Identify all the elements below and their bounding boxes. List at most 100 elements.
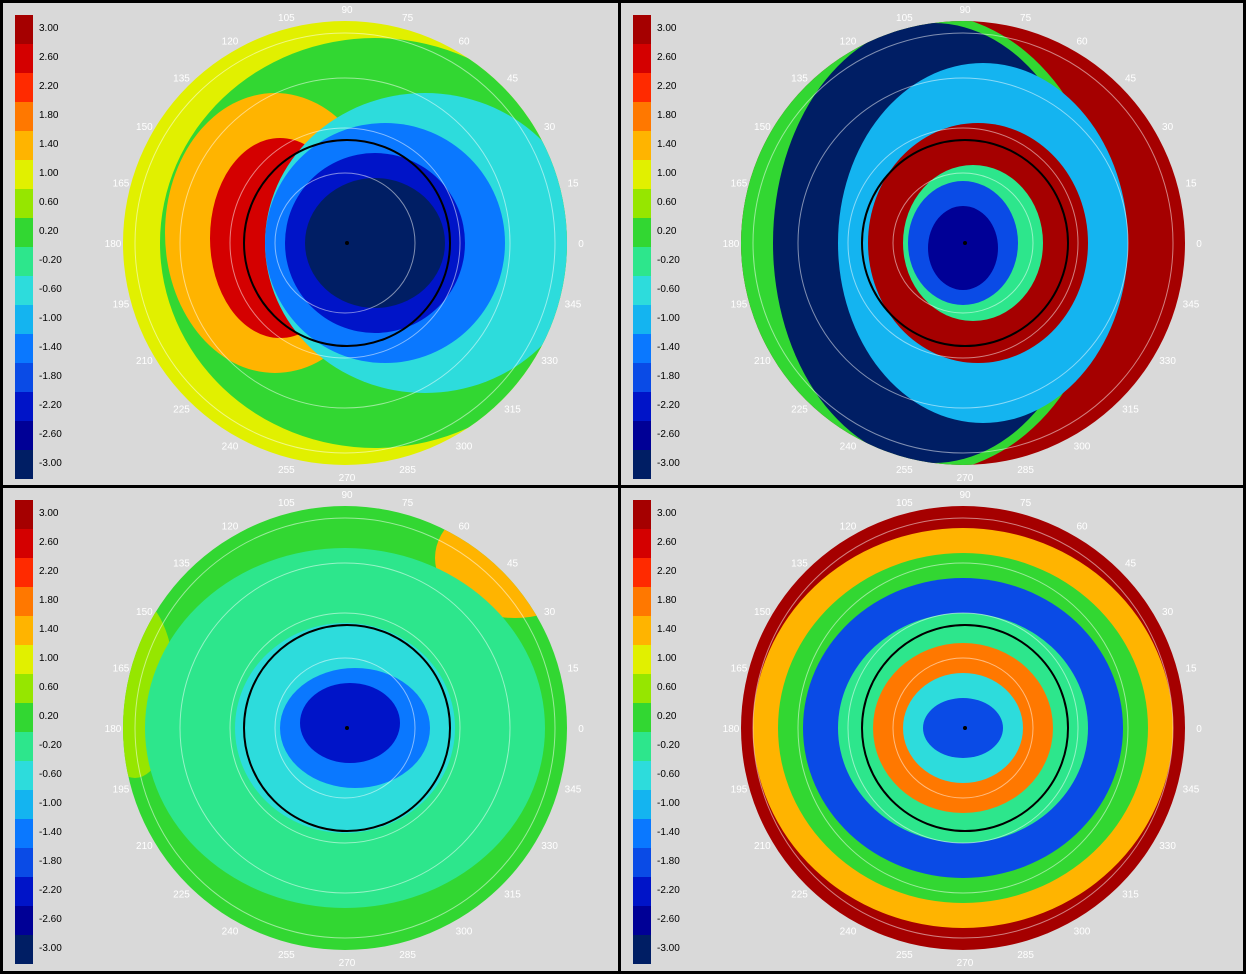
legend-entry: -1.00 [633, 305, 695, 334]
legend-label: -1.80 [39, 371, 62, 382]
grid-ring [847, 612, 1079, 844]
legend-swatch [633, 276, 651, 305]
legend-swatch [15, 102, 33, 131]
legend-label: -1.40 [657, 342, 680, 353]
legend-entry: -3.00 [633, 450, 695, 479]
angle-label: 15 [1185, 663, 1197, 674]
topography-map: 0 15 30 45 60 75 90 105 120 135 150 165 180 195 210 225… [105, 490, 585, 969]
legend-swatch [633, 529, 651, 558]
angle-label: 345 [565, 785, 582, 796]
legend-swatch [633, 674, 651, 703]
legend-label: 3.00 [39, 23, 59, 34]
legend-entry: 0.20 [633, 703, 695, 732]
legend-entry: 1.80 [633, 102, 695, 131]
center-point [345, 726, 349, 730]
legend-swatch [633, 450, 651, 479]
legend-label: 0.20 [39, 711, 59, 722]
angle-label: 165 [113, 663, 130, 674]
legend-label: -2.60 [657, 429, 680, 440]
legend-swatch [633, 218, 651, 247]
legend-swatch [633, 363, 651, 392]
legend-swatch [15, 674, 33, 703]
legend-swatch [633, 732, 651, 761]
legend-entry: -1.40 [633, 334, 695, 363]
legend-swatch [15, 529, 33, 558]
grid-ring [274, 172, 416, 314]
legend-label: 1.40 [657, 624, 677, 635]
topography-map: 0 15 30 45 60 75 90 105 120 135 150 165 180 195 210 225… [723, 490, 1203, 969]
grid-ring [229, 127, 461, 359]
angle-label: 135 [791, 559, 808, 570]
angle-label: 45 [1125, 559, 1137, 570]
angle-label: 195 [731, 785, 748, 796]
angle-label: 255 [278, 950, 295, 961]
grid-ring [847, 127, 1079, 359]
topography-map: 0 15 30 45 60 75 90 105 120 135 150 165 180 195 210 225… [723, 5, 1203, 484]
reference-circle [243, 624, 451, 832]
legend-entry: 3.00 [633, 500, 695, 529]
legend-label: 1.40 [39, 139, 59, 150]
grid-ring [134, 517, 556, 939]
angle-label: 315 [1122, 890, 1139, 901]
angle-label: 30 [1162, 122, 1174, 133]
center-point [963, 726, 967, 730]
legend-swatch [633, 877, 651, 906]
legend-label: -2.60 [657, 914, 680, 925]
angle-label: 345 [565, 300, 582, 311]
legend-label: -0.60 [39, 284, 62, 295]
legend-swatch [15, 848, 33, 877]
angle-label: 330 [1159, 841, 1176, 852]
angle-label: 45 [507, 74, 519, 85]
legend-entry: 2.60 [15, 44, 77, 73]
legend-label: 1.00 [39, 168, 59, 179]
angle-label: 90 [341, 5, 353, 16]
angle-label: 0 [1196, 724, 1202, 735]
legend-label: -1.00 [39, 798, 62, 809]
legend-entry: 1.80 [15, 102, 77, 131]
legend-label: -2.20 [39, 400, 62, 411]
legend-entry: 2.20 [633, 558, 695, 587]
legend-label: 2.60 [657, 537, 677, 548]
legend-entry: -0.60 [633, 761, 695, 790]
grid-ring [752, 517, 1174, 939]
angle-label: 60 [458, 521, 470, 532]
color-scale-legend: 3.00 2.60 2.20 1.80 1.40 1.00 0.60 0.20 -0.20 -0.… [15, 500, 77, 964]
legend-swatch [15, 421, 33, 450]
legend-entry: 0.60 [633, 674, 695, 703]
angle-label: 120 [840, 521, 857, 532]
legend-entry: 0.60 [633, 189, 695, 218]
angle-label: 210 [754, 841, 771, 852]
legend-label: -2.20 [39, 885, 62, 896]
angle-label: 225 [173, 890, 190, 901]
height-map-fill [741, 21, 1185, 465]
legend-entry: -0.20 [633, 247, 695, 276]
legend-swatch [633, 189, 651, 218]
angle-label: 270 [957, 473, 974, 484]
angle-label: 255 [896, 465, 913, 476]
legend-entry: 1.40 [633, 131, 695, 160]
angle-label: 105 [278, 13, 295, 24]
legend-entry: -3.00 [15, 450, 77, 479]
legend-swatch [633, 935, 651, 964]
legend-swatch [633, 15, 651, 44]
legend-label: -2.60 [39, 429, 62, 440]
legend-label: 0.20 [657, 226, 677, 237]
legend-entry: 1.80 [15, 587, 77, 616]
legend-entry: 2.60 [15, 529, 77, 558]
legend-label: -0.20 [657, 255, 680, 266]
legend-swatch [15, 819, 33, 848]
angle-label: 300 [456, 442, 473, 453]
angle-label: 105 [896, 13, 913, 24]
legend-swatch [15, 616, 33, 645]
grid-ring [179, 562, 511, 894]
grid-ring [797, 77, 1129, 409]
angle-label: 225 [791, 405, 808, 416]
legend-swatch [15, 935, 33, 964]
legend-entry: 2.60 [633, 529, 695, 558]
legend-label: -0.60 [657, 769, 680, 780]
legend-swatch [633, 616, 651, 645]
angle-label: 225 [791, 890, 808, 901]
angle-label: 210 [136, 356, 153, 367]
color-scale-legend: 3.00 2.60 2.20 1.80 1.40 1.00 0.60 0.20 -0.20 -0.… [633, 500, 695, 964]
legend-label: 2.20 [657, 81, 677, 92]
